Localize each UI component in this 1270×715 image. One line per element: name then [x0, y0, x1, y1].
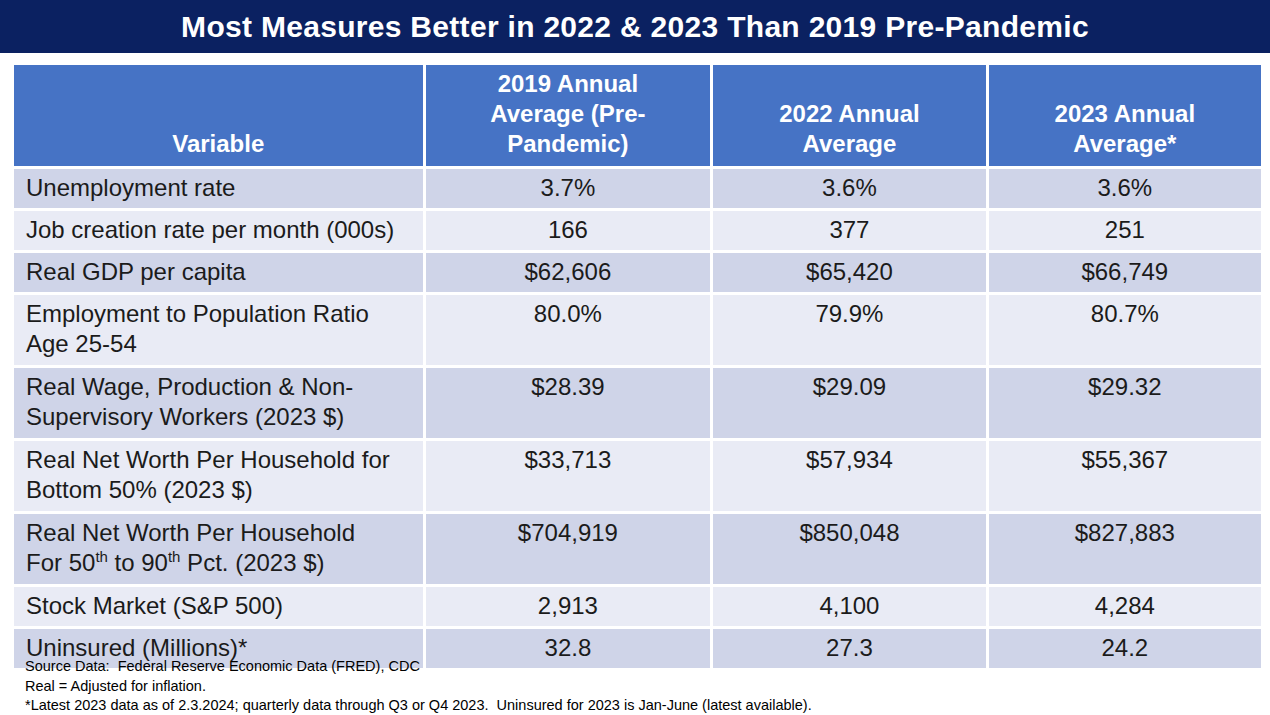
variable-cell: Job creation rate per month (000s) [14, 211, 423, 250]
footnotes: Source Data: Federal Reserve Economic Da… [25, 657, 812, 715]
table-row: Real Net Worth Per Household forBottom 5… [14, 441, 1261, 511]
slide-title-bar: Most Measures Better in 2022 & 2023 Than… [0, 0, 1270, 53]
variable-cell: Real Wage, Production & Non-Supervisory … [14, 368, 423, 438]
table-row: Real GDP per capita$62,606$65,420$66,749 [14, 253, 1261, 292]
column-header-2023: 2023 AnnualAverage* [989, 65, 1261, 166]
value-cell-2022: $57,934 [713, 441, 985, 511]
variable-cell: Real GDP per capita [14, 253, 423, 292]
value-cell-2023: 251 [989, 211, 1261, 250]
value-cell-2022: 3.6% [713, 169, 985, 208]
table-row: Stock Market (S&P 500)2,9134,1004,284 [14, 587, 1261, 626]
footnote-line: Source Data: Federal Reserve Economic Da… [25, 657, 812, 677]
variable-cell: Real Net Worth Per Household forBottom 5… [14, 441, 423, 511]
column-header-variable: Variable [14, 65, 423, 166]
table-row: Employment to Population RatioAge 25-548… [14, 295, 1261, 365]
table-body: Unemployment rate3.7%3.6%3.6%Job creatio… [14, 169, 1261, 668]
value-cell-2019: $33,713 [426, 441, 711, 511]
footnote-line: Real = Adjusted for inflation. [25, 677, 812, 697]
variable-cell: Real Net Worth Per HouseholdFor 50th to … [14, 514, 423, 584]
table-row: Unemployment rate3.7%3.6%3.6% [14, 169, 1261, 208]
value-cell-2023: $827,883 [989, 514, 1261, 584]
value-cell-2019: 80.0% [426, 295, 711, 365]
variable-cell: Unemployment rate [14, 169, 423, 208]
footnote-line: *Latest 2023 data as of 2.3.2024; quarte… [25, 696, 812, 715]
measures-table: Variable2019 AnnualAverage (Pre-Pandemic… [11, 62, 1264, 671]
table-row: Real Net Worth Per HouseholdFor 50th to … [14, 514, 1261, 584]
value-cell-2019: 2,913 [426, 587, 711, 626]
value-cell-2022: $65,420 [713, 253, 985, 292]
value-cell-2019: 166 [426, 211, 711, 250]
table-row: Job creation rate per month (000s)166377… [14, 211, 1261, 250]
value-cell-2022: $29.09 [713, 368, 985, 438]
value-cell-2023: 24.2 [989, 629, 1261, 668]
value-cell-2019: $62,606 [426, 253, 711, 292]
value-cell-2019: $704,919 [426, 514, 711, 584]
value-cell-2022: 4,100 [713, 587, 985, 626]
value-cell-2022: 377 [713, 211, 985, 250]
column-header-2022: 2022 AnnualAverage [713, 65, 985, 166]
table-row: Real Wage, Production & Non-Supervisory … [14, 368, 1261, 438]
slide-title: Most Measures Better in 2022 & 2023 Than… [181, 10, 1089, 44]
value-cell-2022: $850,048 [713, 514, 985, 584]
value-cell-2023: 80.7% [989, 295, 1261, 365]
table-header: Variable2019 AnnualAverage (Pre-Pandemic… [14, 65, 1261, 166]
value-cell-2023: 4,284 [989, 587, 1261, 626]
value-cell-2023: $29.32 [989, 368, 1261, 438]
variable-cell: Employment to Population RatioAge 25-54 [14, 295, 423, 365]
variable-cell: Stock Market (S&P 500) [14, 587, 423, 626]
value-cell-2022: 79.9% [713, 295, 985, 365]
table-header-row: Variable2019 AnnualAverage (Pre-Pandemic… [14, 65, 1261, 166]
value-cell-2023: 3.6% [989, 169, 1261, 208]
value-cell-2023: $55,367 [989, 441, 1261, 511]
value-cell-2023: $66,749 [989, 253, 1261, 292]
value-cell-2019: $28.39 [426, 368, 711, 438]
value-cell-2019: 3.7% [426, 169, 711, 208]
column-header-2019: 2019 AnnualAverage (Pre-Pandemic) [426, 65, 711, 166]
